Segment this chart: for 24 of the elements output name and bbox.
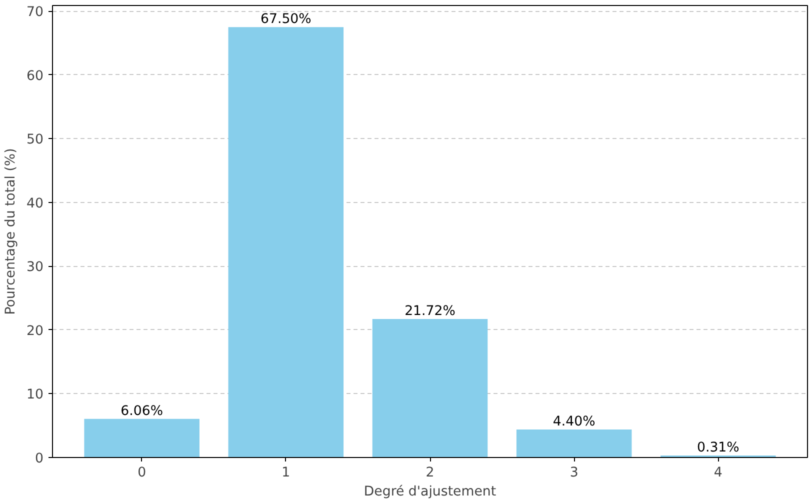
bar (372, 319, 488, 458)
data-label: 67.50% (260, 12, 312, 28)
y-tick-label: 20 (26, 324, 44, 339)
y-axis-title: Pourcentage du total (%) (4, 148, 19, 315)
x-tick-label: 2 (426, 466, 434, 480)
y-tick-label: 0 (35, 452, 44, 466)
y-tick-label: 70 (26, 5, 44, 20)
data-label: 6.06% (120, 404, 164, 419)
bar (228, 27, 344, 458)
y-tick-label: 10 (26, 388, 44, 403)
y-tick-label: 50 (26, 132, 44, 148)
y-tick-label: 60 (26, 68, 44, 84)
bar (84, 418, 200, 458)
y-tick-label: 40 (26, 196, 44, 212)
x-axis-title: Degré d'ajustement (364, 484, 496, 500)
y-tick-label: 30 (26, 260, 44, 276)
data-label: 4.40% (552, 414, 596, 430)
x-tick-label: 4 (714, 466, 722, 480)
data-label: 0.31% (697, 440, 740, 456)
x-tick-label: 0 (138, 466, 146, 480)
x-tick-label: 1 (282, 466, 290, 480)
x-tick-label: 3 (570, 466, 578, 480)
data-label: 21.72% (404, 304, 456, 320)
bar (516, 429, 632, 458)
